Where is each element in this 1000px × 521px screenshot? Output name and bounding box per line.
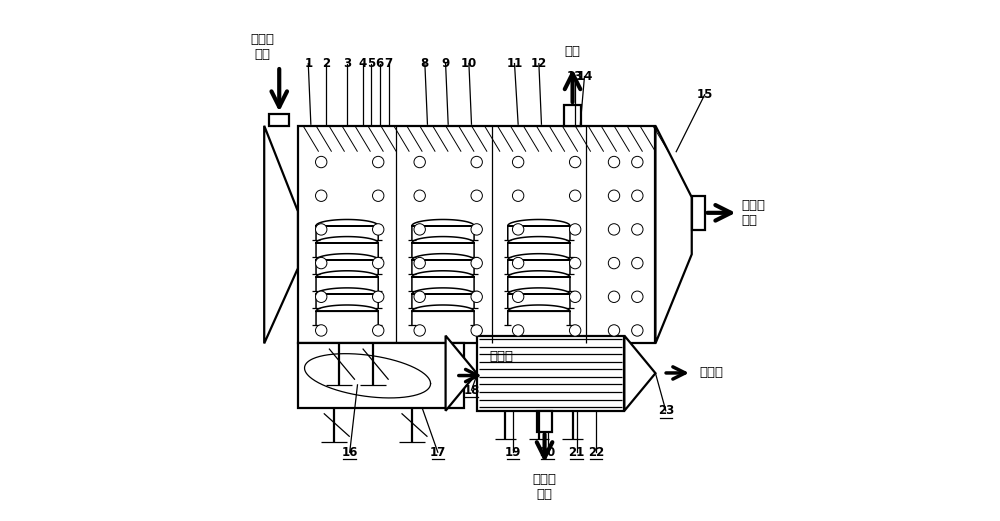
Circle shape	[632, 156, 643, 168]
Circle shape	[632, 190, 643, 202]
Polygon shape	[446, 336, 477, 411]
Circle shape	[569, 325, 581, 336]
Circle shape	[608, 325, 620, 336]
Circle shape	[471, 224, 482, 235]
Polygon shape	[624, 336, 655, 411]
Text: 9: 9	[441, 57, 450, 70]
Circle shape	[414, 291, 425, 303]
Text: 1: 1	[304, 57, 312, 70]
Text: 热空气: 热空气	[490, 350, 514, 363]
Text: 17: 17	[430, 446, 446, 459]
Text: 冷空气: 冷空气	[700, 366, 724, 379]
Circle shape	[569, 156, 581, 168]
Text: 21: 21	[569, 446, 585, 459]
Circle shape	[316, 325, 327, 336]
Circle shape	[608, 257, 620, 269]
Circle shape	[471, 291, 482, 303]
Circle shape	[512, 156, 524, 168]
Circle shape	[373, 291, 384, 303]
Bar	[564, 105, 581, 126]
Circle shape	[414, 257, 425, 269]
Circle shape	[316, 257, 327, 269]
Polygon shape	[264, 126, 298, 343]
Circle shape	[608, 224, 620, 235]
Polygon shape	[655, 126, 692, 343]
Circle shape	[632, 291, 643, 303]
Circle shape	[373, 224, 384, 235]
Text: 待修复
土壤: 待修复 土壤	[251, 33, 275, 61]
Circle shape	[512, 291, 524, 303]
Circle shape	[569, 190, 581, 202]
Circle shape	[471, 190, 482, 202]
Text: 14: 14	[576, 70, 593, 83]
Text: 5: 5	[367, 57, 376, 70]
Text: 16: 16	[342, 446, 358, 459]
Circle shape	[569, 257, 581, 269]
Circle shape	[569, 224, 581, 235]
Circle shape	[373, 325, 384, 336]
Text: 23: 23	[658, 404, 674, 417]
Circle shape	[373, 257, 384, 269]
Text: 冷却后
土壤: 冷却后 土壤	[533, 473, 557, 501]
Bar	[537, 411, 552, 431]
Bar	[269, 115, 289, 126]
Text: 13: 13	[567, 70, 583, 83]
Text: 气态污
染物: 气态污 染物	[741, 199, 765, 227]
Text: 12: 12	[531, 57, 547, 70]
Circle shape	[316, 224, 327, 235]
Circle shape	[608, 156, 620, 168]
Bar	[298, 126, 655, 343]
Circle shape	[512, 257, 524, 269]
Circle shape	[569, 291, 581, 303]
Circle shape	[512, 224, 524, 235]
Bar	[298, 343, 464, 408]
Circle shape	[316, 156, 327, 168]
Circle shape	[373, 156, 384, 168]
Circle shape	[608, 291, 620, 303]
Circle shape	[512, 325, 524, 336]
Text: 22: 22	[588, 446, 604, 459]
Circle shape	[373, 190, 384, 202]
Circle shape	[632, 325, 643, 336]
Circle shape	[316, 291, 327, 303]
Text: 15: 15	[697, 88, 713, 101]
Text: 2: 2	[322, 57, 330, 70]
Circle shape	[512, 190, 524, 202]
Text: 8: 8	[421, 57, 429, 70]
Text: 4: 4	[359, 57, 367, 70]
Bar	[692, 196, 705, 230]
Text: 18: 18	[463, 383, 480, 396]
Text: 10: 10	[461, 57, 477, 70]
Circle shape	[471, 257, 482, 269]
Circle shape	[316, 190, 327, 202]
Text: 3: 3	[343, 57, 351, 70]
Text: 11: 11	[506, 57, 523, 70]
Circle shape	[471, 325, 482, 336]
Text: 7: 7	[385, 57, 393, 70]
Circle shape	[414, 190, 425, 202]
Circle shape	[632, 257, 643, 269]
Circle shape	[414, 224, 425, 235]
Circle shape	[471, 156, 482, 168]
Circle shape	[414, 156, 425, 168]
Text: 烟气: 烟气	[565, 45, 581, 58]
Text: 20: 20	[540, 446, 556, 459]
Circle shape	[632, 224, 643, 235]
Circle shape	[414, 325, 425, 336]
Text: 6: 6	[376, 57, 384, 70]
Circle shape	[608, 190, 620, 202]
Bar	[477, 336, 624, 411]
Text: 19: 19	[505, 446, 521, 459]
